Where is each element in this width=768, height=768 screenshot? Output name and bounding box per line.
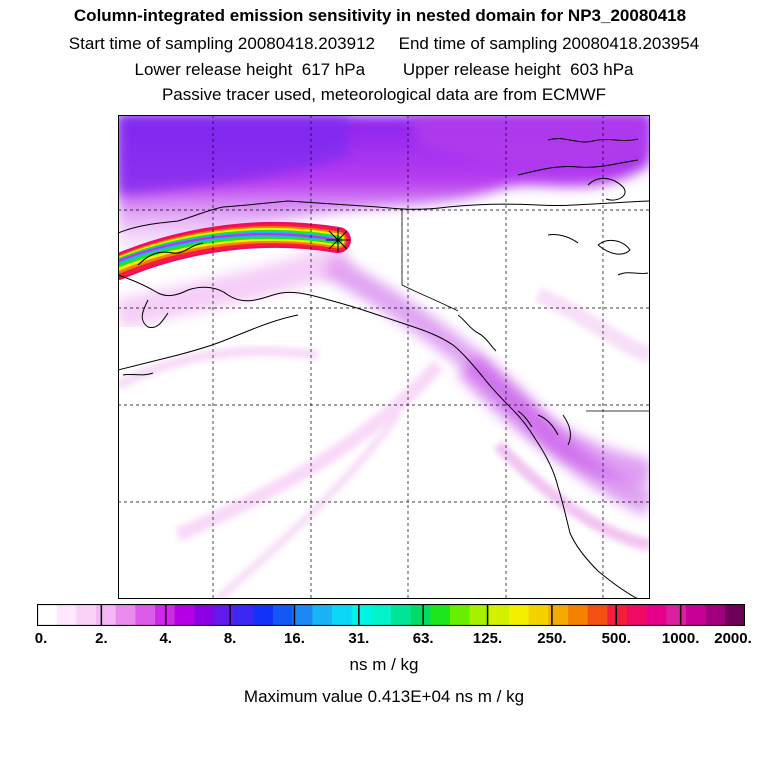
legend-swatch [56, 604, 77, 626]
legend-swatch [351, 604, 372, 626]
grid-lines [118, 115, 650, 599]
legend-tick-label: 1000. [661, 630, 700, 647]
legend-swatch [233, 604, 254, 626]
sampling-times: Start time of sampling 20080418.203912 E… [68, 34, 700, 53]
legend-swatch [371, 604, 392, 626]
legend-swatch [292, 604, 313, 626]
release-point-marker [326, 228, 350, 252]
units-label: ns m / kg [349, 655, 419, 674]
legend-swatch [509, 604, 529, 626]
legend-swatch [489, 604, 510, 626]
legend-swatch [686, 604, 706, 626]
legend-swatch [548, 604, 569, 626]
legend-swatch [666, 604, 687, 626]
legend-swatch [312, 604, 333, 626]
legend-swatch [646, 604, 667, 626]
legend-swatch [705, 604, 726, 626]
map-title: Column-integrated emission sensitivity i… [73, 6, 687, 25]
release-heights: Lower release height 617 hPa Upper relea… [134, 60, 634, 79]
borders [401, 209, 650, 412]
legend-tick-label: 63. [412, 630, 434, 647]
legend-tick-label: 500. [601, 630, 631, 647]
sensitivity-map [118, 115, 650, 599]
legend-swatch [174, 604, 195, 626]
legend-tick-label: 125. [472, 630, 503, 647]
legend-tick-label: 16. [284, 630, 305, 647]
legend-swatch [332, 604, 352, 626]
legend-swatch [115, 604, 136, 626]
legend-swatch [450, 604, 470, 626]
legend-swatch [37, 604, 57, 626]
legend-tick-label: 2000. [714, 630, 752, 647]
sensitivity-field [118, 115, 650, 599]
legend-swatch [253, 604, 274, 626]
legend-swatch [96, 604, 116, 626]
legend-swatch [135, 604, 156, 626]
legend-swatch [469, 604, 490, 626]
legend-swatch [607, 604, 628, 626]
legend-swatch [587, 604, 608, 626]
legend-tick-label: 2. [95, 630, 108, 647]
legend-swatch [76, 604, 97, 626]
color-scale [36, 603, 746, 627]
legend-swatch [273, 604, 293, 626]
legend-swatch [214, 604, 234, 626]
legend-tick-label: 31. [348, 630, 370, 647]
legend-tick-label: 250. [537, 630, 567, 647]
maximum-value: Maximum value 0.413E+04 ns m / kg [243, 687, 525, 706]
coastlines [118, 138, 650, 599]
legend-swatch [194, 604, 215, 626]
legend-tick-label: 0. [34, 630, 48, 647]
legend-swatch [725, 604, 746, 626]
legend-tick-label: 8. [223, 630, 237, 647]
legend-swatch [410, 604, 431, 626]
legend-swatch [627, 604, 647, 626]
legend-tick-label: 4. [159, 630, 172, 647]
legend-swatch [528, 604, 549, 626]
legend-swatch [391, 604, 411, 626]
tracer-info: Passive tracer used, meteorological data… [161, 85, 607, 104]
legend-swatch [430, 604, 451, 626]
legend-swatch [568, 604, 588, 626]
